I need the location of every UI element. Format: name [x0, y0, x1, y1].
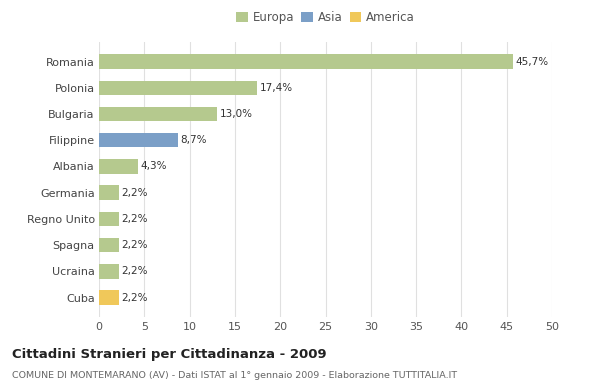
Bar [99, 212, 119, 226]
Text: 2,2%: 2,2% [122, 188, 148, 198]
Bar [99, 159, 138, 174]
Text: 17,4%: 17,4% [259, 83, 292, 93]
Bar [99, 264, 119, 279]
Text: 2,2%: 2,2% [122, 240, 148, 250]
Text: 2,2%: 2,2% [122, 214, 148, 224]
Legend: Europa, Asia, America: Europa, Asia, America [232, 6, 419, 29]
Bar [99, 290, 119, 305]
Bar [99, 238, 119, 252]
Text: 2,2%: 2,2% [122, 293, 148, 302]
Text: Cittadini Stranieri per Cittadinanza - 2009: Cittadini Stranieri per Cittadinanza - 2… [12, 348, 326, 361]
Bar [99, 133, 178, 147]
Text: 8,7%: 8,7% [181, 135, 207, 145]
Text: 2,2%: 2,2% [122, 266, 148, 276]
Text: 45,7%: 45,7% [516, 57, 549, 66]
Bar [99, 185, 119, 200]
Bar [99, 107, 217, 121]
Text: 4,3%: 4,3% [140, 162, 167, 171]
Text: 13,0%: 13,0% [220, 109, 253, 119]
Bar [99, 54, 513, 69]
Bar [99, 81, 257, 95]
Text: COMUNE DI MONTEMARANO (AV) - Dati ISTAT al 1° gennaio 2009 - Elaborazione TUTTIT: COMUNE DI MONTEMARANO (AV) - Dati ISTAT … [12, 370, 457, 380]
